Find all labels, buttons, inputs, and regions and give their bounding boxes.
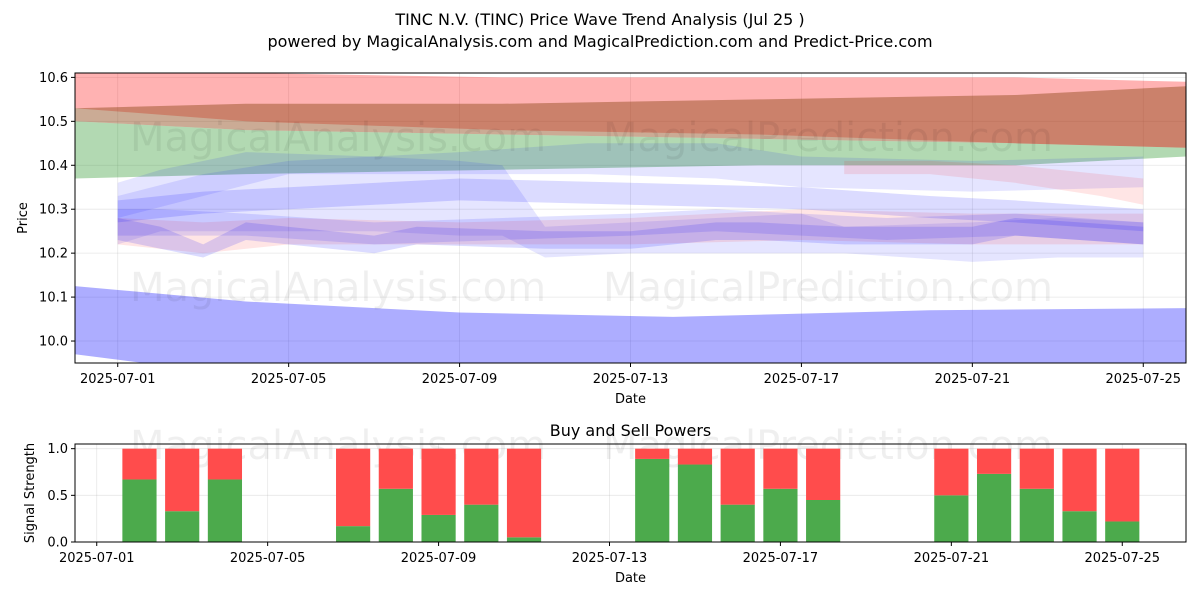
chart-subtitle: powered by MagicalAnalysis.com and Magic… [267, 32, 932, 51]
y-tick-label: 10.3 [39, 203, 68, 218]
x-tick-label: 2025-07-05 [251, 372, 327, 387]
sell-bar [1062, 448, 1097, 512]
x-tick-label: 2025-07-01 [59, 551, 135, 566]
sell-bar [506, 448, 542, 538]
x-axis-label: Date [615, 392, 646, 407]
buy-bar [464, 504, 499, 542]
buy-bar [1019, 488, 1054, 542]
sell-bar [976, 448, 1012, 474]
sell-bar [635, 448, 670, 459]
x-tick-label: 2025-07-21 [935, 372, 1011, 387]
buy-bar [207, 479, 243, 542]
buy-bar [378, 488, 413, 542]
wave-band [75, 86, 1186, 148]
buy-bar [934, 495, 969, 542]
bottom-chart-title: Buy and Sell Powers [550, 421, 712, 440]
x-tick-label: 2025-07-25 [1105, 372, 1181, 387]
watermark-text: MagicalAnalysis.com [130, 265, 546, 311]
sell-bar [1105, 448, 1140, 522]
y-tick-label: 10.1 [39, 291, 68, 306]
buy-bar [720, 504, 755, 542]
x-tick-label: 2025-07-05 [230, 551, 306, 566]
sell-bar [378, 448, 413, 489]
sell-bar [763, 448, 798, 489]
x-tick-label: 2025-07-17 [764, 372, 840, 387]
sell-bar [421, 448, 456, 515]
price-wave-chart: MagicalAnalysis.com MagicalPrediction.com… [16, 71, 1187, 407]
buy-bar [336, 526, 371, 542]
y-tick-label: 10.2 [39, 247, 68, 262]
wave-band [117, 209, 1144, 245]
x-tick-label: 2025-07-09 [422, 372, 498, 387]
y-tick-label: 10.4 [39, 159, 68, 174]
x-tick-label: 2025-07-21 [914, 551, 990, 566]
sell-bar [122, 448, 157, 480]
wave-band [117, 178, 1144, 232]
wave-band [75, 121, 1186, 179]
wave-band [75, 73, 1186, 148]
sell-bar [336, 448, 371, 527]
x-tick-label: 2025-07-13 [593, 372, 669, 387]
x-tick-label: 2025-07-09 [401, 551, 477, 566]
sell-bar [464, 448, 499, 505]
y-tick-label: 10.6 [39, 71, 68, 86]
x-tick-label: 2025-07-17 [743, 551, 819, 566]
buy-bar [976, 473, 1012, 542]
buy-bar [165, 511, 200, 542]
wave-band [117, 209, 1144, 254]
buy-bar [1105, 521, 1140, 542]
sell-bar [1019, 448, 1054, 489]
wave-band [75, 286, 1186, 363]
watermark-text: MagicalAnalysis.com [130, 115, 546, 161]
watermark-text: MagicalPrediction.com [603, 115, 1053, 161]
y-tick-label: 10.0 [39, 335, 68, 350]
watermarks: MagicalAnalysis.com MagicalPrediction.com… [130, 115, 1053, 311]
x-tick-label: 2025-07-13 [572, 551, 648, 566]
buy-bar [763, 488, 798, 542]
sell-bar [720, 448, 755, 505]
sell-bar [677, 448, 713, 465]
wave-band [117, 143, 1144, 218]
y-axis-label: Signal Strength [23, 443, 38, 543]
y-tick-label: 1.0 [47, 442, 68, 457]
buy-bar [806, 500, 841, 542]
watermark-text: MagicalPrediction.com [603, 265, 1053, 311]
plot-frame [74, 443, 1187, 543]
buy-bar [1062, 511, 1097, 542]
sell-bar [165, 448, 200, 512]
buy-bar [677, 464, 713, 542]
y-tick-label: 0.0 [47, 536, 68, 551]
sell-bar [934, 448, 969, 496]
buy-bar [635, 458, 670, 542]
y-tick-label: 0.5 [47, 489, 68, 504]
sell-bar [806, 448, 841, 500]
y-axis-label: Price [16, 202, 31, 234]
chart-title: TINC N.V. (TINC) Price Wave Trend Analys… [394, 10, 804, 29]
wave-bands [75, 73, 1186, 363]
buy-bar [122, 479, 157, 542]
wave-band [117, 218, 1144, 258]
sell-bar [207, 448, 243, 480]
wave-band [844, 160, 1144, 205]
y-tick-label: 10.5 [39, 115, 68, 130]
x-tick-label: 2025-07-01 [80, 372, 156, 387]
x-tick-label: 2025-07-25 [1084, 551, 1160, 566]
x-axis-label: Date [615, 571, 646, 586]
buy-bar [421, 514, 456, 542]
buy-bar [506, 537, 542, 542]
wave-band [117, 152, 1144, 262]
